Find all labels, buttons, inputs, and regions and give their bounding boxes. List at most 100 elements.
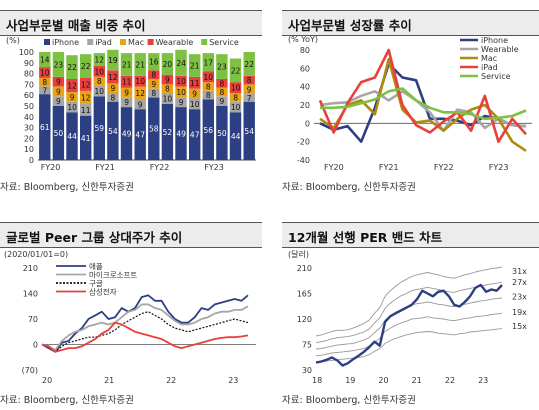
bar-segment — [243, 75, 255, 85]
bar-segment — [134, 53, 146, 76]
data-label: 24 — [176, 59, 186, 68]
data-label: 10 — [67, 103, 77, 112]
data-label: 59 — [95, 124, 105, 133]
bar-segment — [189, 88, 201, 99]
bar-segment — [243, 84, 255, 95]
bar-segment — [93, 85, 105, 97]
per-band-chart: (달러) 30 75 120 165 210 31x 27x 23x 19x 15x 18 19 20 21… — [288, 250, 527, 385]
y-tick-label: 70 — [28, 315, 38, 324]
data-label: 21 — [190, 62, 200, 71]
legend-swatch — [201, 39, 208, 45]
x-tick-label: 22 — [445, 376, 455, 385]
data-label: 9 — [138, 100, 143, 109]
data-label: 47 — [190, 131, 200, 140]
legend-label: Service — [209, 38, 239, 47]
panel-title-bar: 사업부문별 매출 비중 추이 — [0, 10, 262, 36]
panel-title: 사업부문별 성장률 추이 — [288, 18, 412, 33]
bar-segment — [120, 107, 133, 160]
bar-segment — [107, 83, 119, 93]
x-tick-label: FY20 — [324, 163, 344, 172]
data-label: 61 — [40, 123, 50, 132]
bar-segment — [39, 77, 51, 87]
x-tick-label: 20 — [378, 376, 388, 385]
data-label: 8 — [206, 91, 211, 100]
stacked-bar-chart: (%)0102030405060708090100617810145099923… — [6, 36, 256, 172]
x-tick-label: FY20 — [41, 163, 61, 172]
bar-segment — [80, 115, 92, 160]
bar-segment — [134, 86, 146, 100]
data-label: 9 — [56, 97, 61, 106]
legend-label: iPhone — [481, 36, 508, 45]
data-label: 21 — [135, 60, 145, 69]
series-line — [41, 294, 249, 353]
data-label: 10 — [163, 94, 173, 103]
band-line — [315, 266, 503, 337]
peer-price-panel: 글로벌 Peer 그룹 상대주가 추이 (2020/01/01=0) (70) 0 7… — [0, 222, 262, 410]
y-tick-label: 100 — [19, 48, 34, 57]
legend-swatch — [87, 39, 94, 45]
data-label: 9 — [192, 90, 197, 99]
bar-segment — [161, 53, 174, 75]
x-tick-label: 23 — [228, 376, 238, 385]
bar-segment — [202, 53, 214, 72]
legend-swatch — [120, 39, 126, 45]
y-tick-label: 10 — [24, 145, 34, 154]
source-note: 자료: Bloomberg, 신한투자증권 — [0, 182, 134, 193]
y-tick-label: 140 — [23, 290, 38, 299]
y-tick-label: 210 — [23, 264, 38, 273]
bar-segment — [120, 53, 133, 76]
data-label: 50 — [217, 129, 227, 138]
y-tick-label: 30 — [302, 366, 312, 375]
band-line — [315, 312, 503, 357]
data-label: 12 — [108, 73, 118, 82]
bar-segment — [93, 66, 105, 77]
data-label: 10 — [40, 69, 50, 78]
y-tick-label: 80 — [24, 70, 34, 79]
y-tick-label: 75 — [302, 341, 312, 350]
data-label: 17 — [204, 58, 214, 67]
bar-segment — [175, 97, 187, 108]
bar-segment — [189, 54, 201, 77]
series-line — [320, 87, 527, 121]
y-tick-label: 210 — [297, 264, 312, 273]
data-label: 10 — [95, 67, 105, 76]
legend-label: Mac — [481, 54, 497, 63]
x-tick-label: FY22 — [434, 163, 454, 172]
panel-title: 12개월 선행 PER 밴드 차트 — [288, 230, 443, 245]
data-label: 12 — [135, 89, 145, 98]
bar-segment — [189, 98, 201, 110]
bar-segment — [93, 96, 105, 160]
bar-segment — [148, 53, 160, 71]
data-label: 11 — [190, 79, 200, 88]
bar-segment — [80, 77, 92, 91]
data-label: 8 — [247, 76, 252, 85]
data-label: 9 — [179, 98, 184, 107]
y-tick-label: 90 — [24, 59, 34, 68]
data-label: 12 — [95, 56, 105, 65]
data-label: 19 — [108, 56, 118, 65]
data-label: 23 — [54, 60, 64, 69]
legend-label: Service — [481, 72, 511, 81]
data-label: 8 — [151, 71, 156, 80]
x-tick-label: 21 — [104, 376, 114, 385]
bar-segment — [52, 52, 65, 77]
data-label: 52 — [163, 128, 173, 137]
bar-segment — [52, 106, 65, 160]
data-label: 12 — [67, 82, 77, 91]
bar-segment — [216, 87, 228, 97]
panel-title: 글로벌 Peer 그룹 상대주가 추이 — [6, 230, 183, 245]
data-label: 11 — [81, 106, 91, 115]
data-label: 8 — [165, 85, 170, 94]
data-label: 50 — [54, 129, 64, 138]
panel-title-bar: 글로벌 Peer 그룹 상대주가 추이 — [0, 222, 262, 248]
y-tick-label: 20 — [24, 134, 34, 143]
bar-segment — [66, 101, 78, 113]
bar-segment — [39, 86, 51, 95]
bar-segment — [202, 99, 214, 160]
bar-segment — [202, 90, 214, 100]
bar-segment — [229, 82, 242, 93]
y-tick-label: 0 — [305, 119, 310, 128]
data-label: 11 — [122, 78, 132, 87]
bar-segment — [229, 58, 242, 83]
y-tick-label: 120 — [297, 315, 312, 324]
